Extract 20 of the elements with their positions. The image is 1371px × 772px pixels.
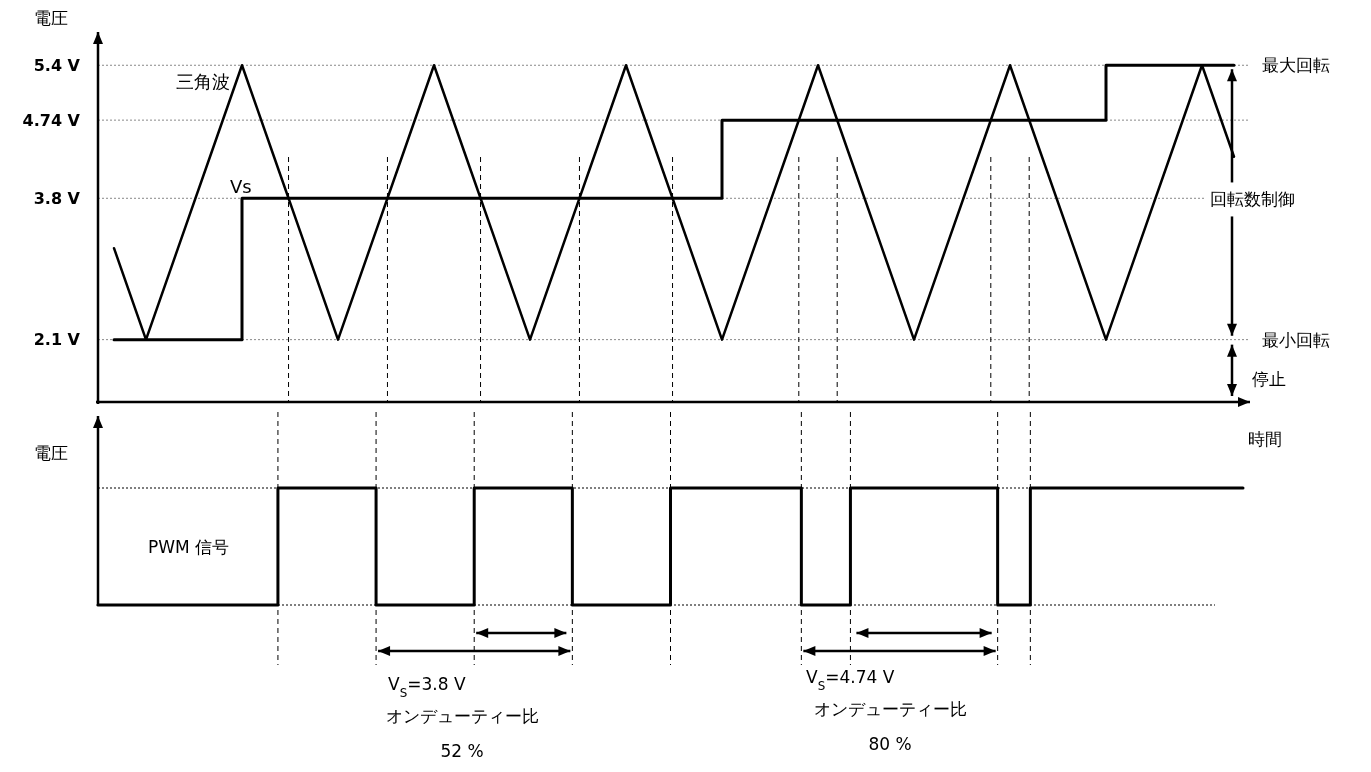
text: 最小回転 — [1262, 329, 1330, 350]
series-label: Vs — [230, 176, 252, 198]
y-tick-label: 5.4 V — [33, 55, 81, 75]
y-axis-title: 電圧 — [34, 443, 68, 463]
text: 最大回転 — [1262, 55, 1330, 76]
text: V$_{S}$=4.74 V — [806, 667, 895, 693]
x-axis-title: 時間 — [1248, 429, 1282, 449]
annotation: 回転数制御 — [1210, 189, 1295, 210]
text: 停止 — [1252, 368, 1286, 389]
y-tick-label: 2.1 V — [33, 330, 81, 350]
text: V$_{S}$=3.8 V — [388, 674, 466, 700]
text: 80 % — [868, 734, 912, 754]
text: 52 % — [440, 741, 484, 761]
y-tick-label: 4.74 V — [22, 110, 81, 130]
y-axis-title: 電圧 — [34, 8, 68, 28]
y-tick-label: 3.8 V — [33, 188, 81, 208]
text: PWM 信号 — [148, 536, 230, 557]
text: オンデューティー比 — [813, 699, 967, 719]
text: オンデューティー比 — [385, 706, 539, 726]
series-label: 三角波 — [176, 71, 231, 93]
